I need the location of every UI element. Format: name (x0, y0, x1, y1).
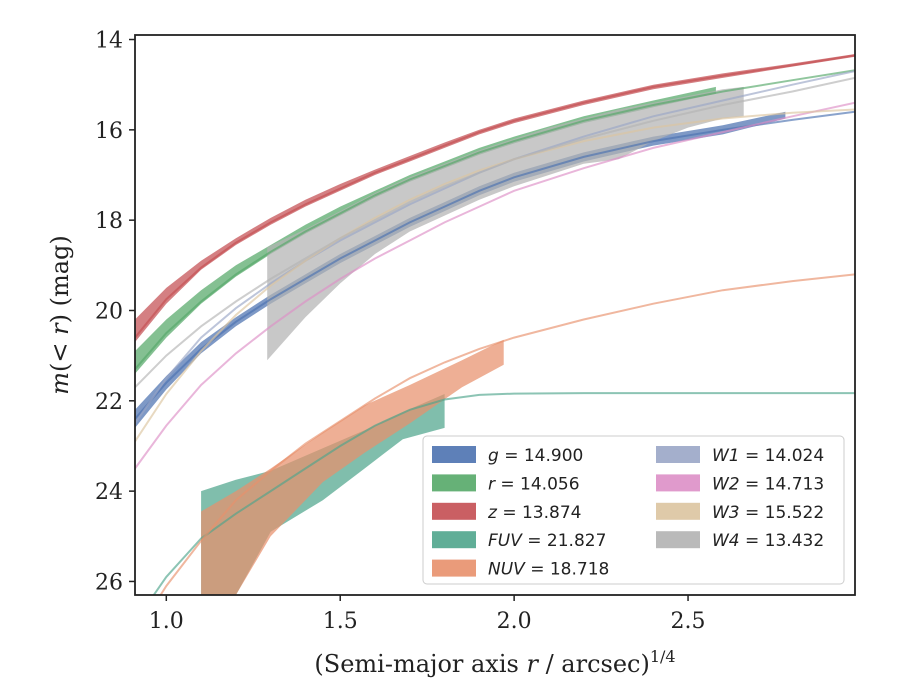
y-axis: 14 16 18 20 22 24 26 (95, 29, 135, 595)
legend-swatch-nuv (432, 559, 476, 577)
y-tick-label: 24 (95, 480, 123, 505)
legend-swatch-w1 (656, 446, 700, 463)
legend-label-w4: W4 = 13.432 (712, 531, 824, 551)
legend-swatch-w2 (656, 474, 700, 492)
curve-g (135, 110, 855, 420)
x-axis: 1.0 1.5 2.0 2.5 (149, 595, 706, 634)
band-w4 (267, 86, 744, 361)
x-tick-label: 2.0 (497, 609, 532, 634)
y-tick-label: 14 (95, 29, 123, 54)
legend-swatch-z (432, 502, 476, 520)
band-z (135, 54, 855, 343)
curve-r (135, 69, 855, 370)
curve-w1 (135, 70, 855, 424)
x-tick-label: 1.0 (149, 609, 184, 634)
legend-label-nuv: NUV = 18.718 (488, 560, 609, 580)
legend-label-z: z = 13.874 (487, 503, 581, 523)
legend-label-g: g = 14.900 (488, 446, 583, 466)
curve-z (135, 54, 855, 339)
curve-w4 (135, 76, 855, 389)
curve-fuv (152, 392, 855, 595)
legend-box (422, 435, 845, 585)
legend-label-w3: W3 = 15.522 (712, 503, 824, 523)
legend-swatch-fuv (432, 531, 476, 549)
curve-layer (135, 54, 855, 595)
legend-label-fuv: FUV = 21.827 (488, 531, 606, 551)
x-tick-label: 2.5 (671, 609, 706, 634)
legend-label-w1: W1 = 14.024 (712, 446, 824, 466)
legend-swatch-r (432, 474, 476, 492)
y-axis-title: m(< r) (mag) (46, 235, 74, 395)
curve-nuv (159, 273, 855, 595)
y-tick-label: 22 (95, 390, 123, 415)
legend-swatch-w3 (656, 502, 700, 520)
plot-frame (134, 34, 856, 596)
y-tick-label: 20 (95, 299, 123, 324)
y-tick-label: 16 (95, 119, 123, 144)
y-tick-label: 18 (95, 209, 123, 234)
legend-swatch-g (432, 446, 476, 463)
x-tick-label: 1.5 (323, 609, 358, 634)
x-axis-title: (Semi-major axis r / arcsec)1/4 (314, 647, 675, 678)
legend-swatch-w4 (656, 531, 700, 549)
curve-w2 (135, 101, 855, 470)
legend: g = 14.900 r = 14.056 z = 13.874 FUV = 21.8… (422, 435, 845, 585)
curve-w3 (135, 108, 855, 443)
legend-label-r: r = 14.056 (488, 474, 580, 494)
legend-label-w2: W2 = 14.713 (712, 474, 824, 494)
y-tick-label: 26 (95, 570, 123, 595)
